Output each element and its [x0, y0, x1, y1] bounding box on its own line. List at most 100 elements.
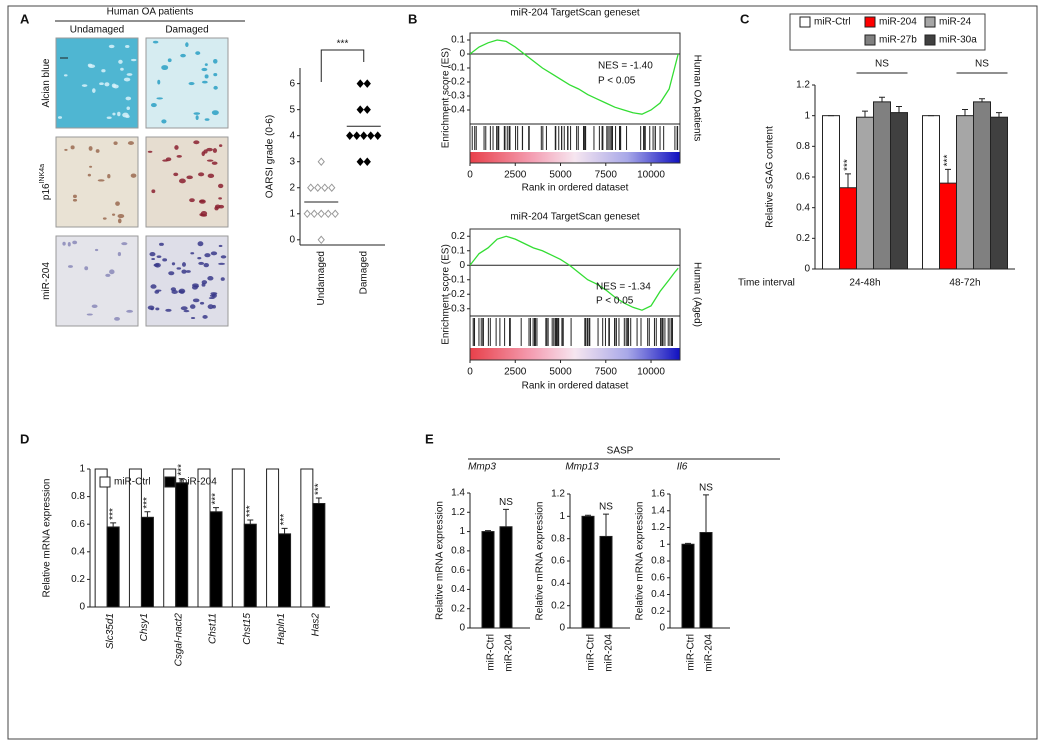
- legend-swatch: [864, 34, 876, 46]
- cell: [204, 118, 210, 121]
- point: [324, 209, 332, 219]
- cell: [218, 244, 223, 248]
- legend-swatch: [864, 16, 876, 28]
- cell: [115, 201, 120, 206]
- y-tick-label: -0.1: [448, 274, 466, 285]
- legend-swatch: [924, 16, 936, 28]
- y-tick-label: 0.1: [451, 35, 465, 46]
- error-bar: [485, 530, 491, 532]
- error-bar: [996, 112, 1002, 118]
- y-tick-label: 0.4: [451, 584, 465, 595]
- cell: [150, 103, 157, 108]
- cell: [203, 263, 210, 268]
- cell: [99, 82, 104, 86]
- x-tick-label: 48-72h: [949, 278, 980, 289]
- point: [307, 183, 315, 193]
- cell: [173, 172, 179, 177]
- cell: [94, 248, 99, 252]
- x-tick-label: miR-204: [604, 634, 615, 672]
- y-tick-label: 0.2: [71, 574, 85, 585]
- legend-label: miR-27b: [879, 35, 917, 46]
- cell: [206, 147, 213, 152]
- error-bar: [603, 513, 609, 537]
- bar: [499, 526, 513, 629]
- point: [367, 131, 375, 140]
- bar: [939, 182, 957, 270]
- y-axis-label: Relative mRNA expression: [635, 502, 646, 621]
- y-tick-label: -0.4: [448, 105, 466, 116]
- cell: [174, 145, 179, 150]
- cell: [178, 290, 182, 293]
- bar: [163, 468, 177, 608]
- annotation: NES = -1.40: [598, 61, 653, 72]
- side-label: Human (Aged): [691, 262, 702, 327]
- cell: [193, 140, 200, 145]
- y-tick-label: 0.6: [796, 172, 810, 183]
- group-title: SASP: [607, 446, 634, 457]
- y-tick-label: 0.8: [71, 491, 85, 502]
- legend-swatch: [99, 476, 111, 488]
- error-bar: [862, 110, 868, 118]
- cell: [147, 305, 155, 310]
- cell: [84, 266, 89, 271]
- cell: [212, 148, 218, 153]
- x-tick-label: Slc35d1: [105, 613, 116, 649]
- error-bar: [144, 511, 151, 518]
- cell: [72, 198, 78, 202]
- bar: [873, 101, 891, 270]
- cell: [194, 285, 200, 288]
- cell: [218, 262, 226, 265]
- cell: [68, 265, 73, 268]
- cell: [117, 218, 122, 224]
- panel-label: C: [740, 11, 750, 26]
- y-tick-label: 0: [459, 623, 465, 634]
- x-tick-label: Has2: [310, 613, 321, 637]
- point: [346, 131, 354, 140]
- cell: [156, 255, 162, 258]
- cell: [151, 257, 156, 261]
- cell: [192, 298, 200, 303]
- cell: [109, 269, 115, 275]
- cell: [198, 172, 205, 177]
- cell: [117, 111, 121, 117]
- y-tick-label: 1: [459, 526, 465, 537]
- y-tick-label: -0.2: [448, 289, 466, 300]
- cell: [197, 241, 204, 247]
- enrichment-curve: [469, 39, 679, 115]
- cell: [118, 59, 123, 64]
- legend-label: miR-24: [939, 17, 972, 28]
- y-tick-label: 1.2: [451, 507, 465, 518]
- error-bar: [703, 494, 709, 533]
- significance-label: ***: [843, 159, 854, 171]
- cell: [201, 151, 206, 157]
- y-tick-label: 1.2: [651, 522, 665, 533]
- cell: [179, 178, 186, 184]
- y-tick-label: 1: [289, 208, 295, 219]
- x-tick-label: miR-204: [504, 634, 515, 672]
- cell: [213, 85, 218, 90]
- cell: [125, 44, 130, 49]
- legend-swatch: [924, 34, 936, 46]
- cell: [206, 159, 214, 162]
- cell: [72, 240, 78, 245]
- significance-label: ***: [337, 39, 349, 50]
- significance-label: ***: [943, 155, 954, 167]
- bar: [94, 468, 108, 608]
- cell: [201, 280, 208, 285]
- cell: [180, 53, 186, 58]
- cell: [102, 217, 107, 220]
- row-label: Alcian blue: [41, 58, 52, 107]
- y-tick-label: -0.3: [448, 91, 466, 102]
- bar: [822, 115, 840, 270]
- y-tick-label: 1: [659, 539, 665, 550]
- cell: [113, 141, 118, 145]
- side-label: Human OA patients: [691, 55, 702, 142]
- column-label: Damaged: [165, 25, 208, 36]
- cell: [167, 58, 172, 63]
- y-tick-label: 1: [804, 110, 810, 121]
- plot-frame: [469, 228, 681, 361]
- cell: [199, 200, 205, 203]
- cell: [210, 251, 218, 256]
- cell: [72, 194, 77, 199]
- y-tick-label: 1.4: [451, 488, 465, 499]
